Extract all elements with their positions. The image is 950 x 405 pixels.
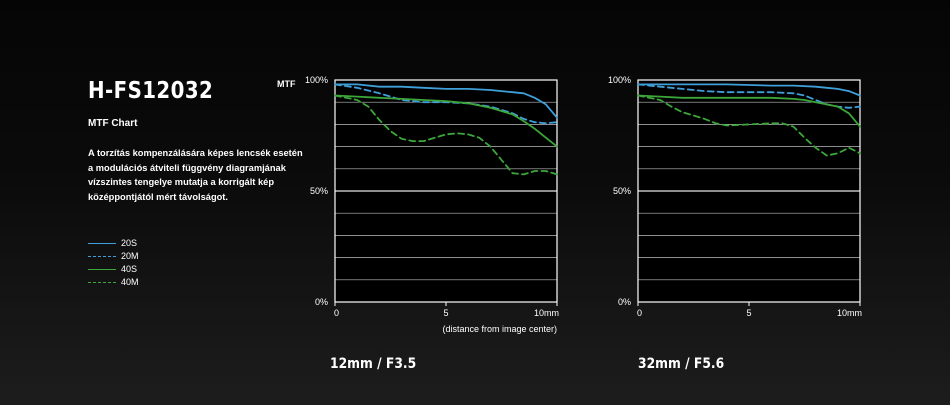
mtf-axis-label: MTF (277, 79, 296, 89)
legend-swatch (88, 242, 116, 244)
info-panel: H-FS12032 MTF Chart A torzítás kompenzál… (88, 78, 328, 289)
chart2-series-40m (637, 94, 861, 157)
legend: 20S 20M 40S 40M (88, 237, 328, 289)
chart1-caption: 12mm / F3.5 (330, 356, 417, 372)
chart1-series-40s (334, 94, 558, 148)
chart2-x-tick-label: 10mm (837, 308, 862, 318)
chart2-caption: 32mm / F5.6 (638, 356, 725, 372)
chart2-y-tick-label: 0% (618, 297, 631, 307)
chart2-x-tick-label: 0 (637, 308, 642, 318)
chart1-series-40m (334, 94, 558, 176)
chart1-x-tick-label: 0 (334, 308, 339, 318)
chart2-y-tick-label: 50% (613, 186, 631, 196)
legend-label: 20M (121, 251, 139, 262)
chart1-x-tick-label: 5 (443, 308, 448, 318)
legend-item: 40M (88, 276, 328, 289)
chart2-y-tick-label: 100% (608, 75, 631, 85)
legend-swatch (88, 268, 116, 270)
legend-label: 40M (121, 277, 139, 288)
legend-swatch (88, 255, 116, 257)
product-title: H-FS12032 (88, 78, 214, 104)
chart2-series-20s (637, 83, 861, 97)
chart-subtitle: MTF Chart (88, 118, 138, 129)
chart1-y-tick-label: 0% (315, 297, 328, 307)
chart1-y-tick-label: 50% (310, 186, 328, 196)
legend-label: 40S (121, 264, 138, 275)
chart1-y-tick-label: 100% (305, 75, 328, 85)
chart2-x-tick-label: 5 (746, 308, 751, 318)
legend-item: 20M (88, 250, 328, 263)
legend-label: 20S (121, 238, 138, 249)
legend-swatch (88, 281, 116, 283)
description-text: A torzítás kompenzálására képes lencsék … (88, 148, 303, 203)
legend-item: 20S (88, 237, 328, 250)
chart2-series-40s (637, 94, 861, 128)
chart1-x-axis-label: (distance from image center) (442, 324, 557, 334)
chart1-series-20s (334, 83, 558, 119)
legend-item: 40S (88, 263, 328, 276)
chart1-x-tick-label: 10mm (534, 308, 559, 318)
